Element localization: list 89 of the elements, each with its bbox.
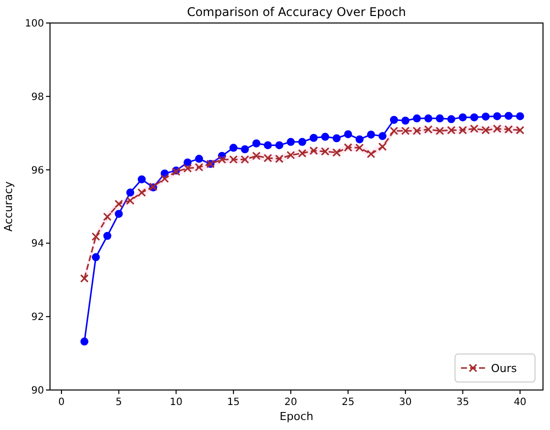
point (378, 142, 387, 151)
y-tick-label: 90 (31, 386, 44, 396)
y-tick-label: 98 (31, 92, 44, 103)
point (264, 154, 272, 162)
point (516, 126, 524, 134)
point (424, 114, 432, 122)
point (126, 196, 135, 205)
y-tick-label: 100 (24, 18, 44, 30)
x-tick-label: 25 (342, 397, 354, 408)
y-tick-label: 92 (31, 312, 44, 324)
point (320, 147, 330, 156)
point (492, 124, 502, 133)
point (401, 126, 410, 136)
chart-title: Comparison of Accuracy Over Epoch (186, 5, 406, 19)
point (355, 144, 364, 152)
x-tick-label: 40 (514, 397, 526, 408)
legend-label: Ours (491, 362, 518, 375)
point (194, 162, 204, 172)
x-tick-label: 0 (58, 397, 65, 408)
point (412, 126, 422, 136)
point (229, 155, 238, 164)
point (126, 188, 134, 197)
point (137, 188, 146, 197)
point (436, 114, 444, 122)
x-tick-label: 35 (456, 397, 470, 408)
point (504, 112, 513, 120)
point (275, 141, 284, 150)
point (447, 115, 456, 124)
x-tick-label: 5 (116, 397, 122, 408)
y-tick-label: 94 (31, 238, 44, 250)
point (103, 232, 112, 240)
point (367, 130, 376, 139)
point (412, 114, 421, 122)
point (458, 113, 467, 122)
point (252, 139, 260, 148)
point (424, 125, 433, 134)
point (481, 126, 490, 134)
point (252, 152, 261, 160)
x-tick-label: 15 (227, 397, 240, 408)
point (401, 116, 410, 125)
point (516, 112, 524, 120)
point (378, 132, 386, 140)
point (504, 125, 513, 134)
point (344, 130, 352, 138)
point (356, 135, 364, 144)
point (493, 112, 502, 120)
point (229, 144, 238, 152)
y-axis-title: Accuracy (2, 180, 15, 232)
point (309, 146, 318, 155)
point (344, 143, 352, 152)
point (458, 126, 467, 134)
point (80, 274, 89, 283)
point (332, 134, 341, 142)
point (436, 126, 444, 136)
point (160, 174, 169, 183)
point (195, 154, 204, 163)
point (332, 148, 341, 157)
point (286, 150, 296, 160)
x-tick-label: 20 (284, 397, 298, 408)
point (114, 210, 123, 218)
point (390, 116, 398, 124)
point (321, 132, 330, 141)
point (275, 154, 284, 164)
point (184, 158, 192, 166)
point (114, 200, 124, 208)
point (240, 155, 250, 164)
point (183, 164, 192, 173)
point (264, 141, 272, 150)
point (240, 145, 249, 154)
point (482, 112, 490, 121)
point (298, 138, 306, 146)
point (286, 138, 295, 146)
point (470, 124, 478, 133)
y-tick-label: 96 (31, 165, 44, 176)
point (470, 113, 478, 122)
x-tick-label: 30 (399, 397, 412, 408)
point (298, 149, 306, 158)
point (138, 175, 146, 184)
x-axis-title: Epoch (280, 410, 314, 423)
point (366, 150, 376, 158)
point (92, 253, 100, 262)
point (447, 126, 456, 134)
point (390, 126, 398, 136)
x-tick-label: 10 (170, 397, 182, 408)
point (103, 212, 112, 222)
point (80, 338, 88, 346)
point (218, 155, 226, 164)
point (92, 232, 100, 241)
point (310, 134, 318, 142)
